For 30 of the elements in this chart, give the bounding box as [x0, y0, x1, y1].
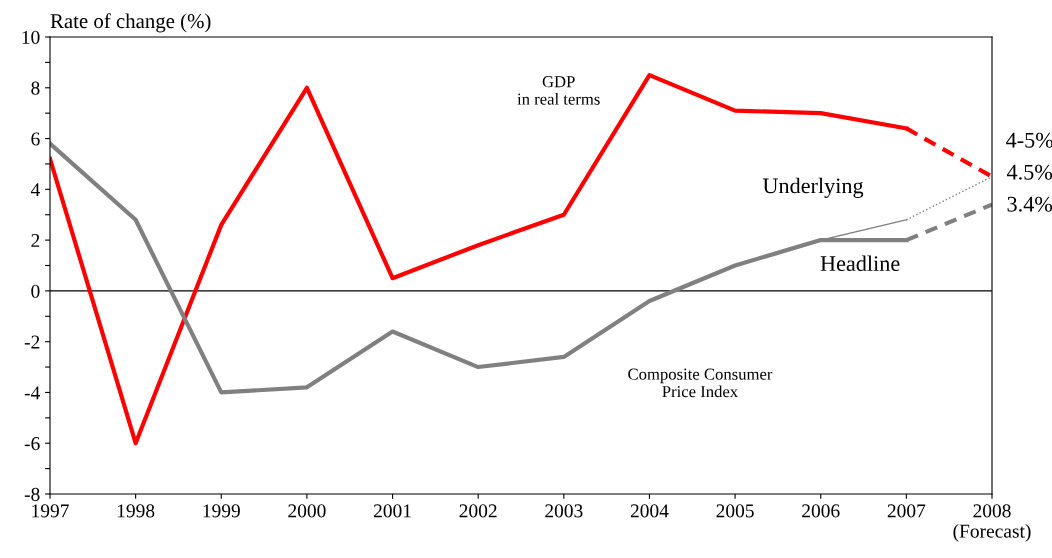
x-tick-label: 2006: [802, 504, 840, 518]
x-tick-label: 2004: [630, 504, 669, 518]
x-tick-label: 1998: [117, 504, 155, 518]
x-tick-label: 1997: [32, 504, 69, 518]
y-tick-label: -4: [24, 386, 40, 400]
y-tick-label: 8: [31, 81, 40, 95]
y-tick-label: 0: [31, 284, 40, 298]
annotation: Composite Consumer Price Index: [628, 368, 773, 398]
x-tick-label: 2003: [545, 504, 583, 518]
annotation: Underlying: [762, 177, 864, 198]
y-tick-label: 2: [31, 233, 40, 247]
x-tick-label: 2007: [887, 504, 926, 518]
x-tick-label: 1999: [203, 504, 240, 518]
y-tick-label: 4: [30, 183, 40, 197]
y-tick-label: -8: [24, 487, 40, 501]
x-tick-label: 2008 (Forecast): [953, 504, 1031, 542]
y-axis-title: Rate of change (%): [50, 13, 211, 33]
y-tick-label: -6: [24, 437, 40, 451]
y-tick-label: 10: [22, 30, 40, 44]
x-tick-label: 2000: [288, 504, 326, 518]
y-tick-label: 6: [31, 132, 40, 146]
x-tick-label: 2001: [373, 504, 411, 518]
annotation: Headline: [820, 255, 900, 272]
text: 3.4%: [1007, 196, 1052, 212]
x-tick-label: 2002: [459, 504, 497, 518]
text: 4.5%: [1006, 164, 1052, 180]
annotation: GDP in real terms: [517, 76, 600, 105]
x-tick-label: 2005: [716, 504, 754, 518]
y-tick-label: -2: [24, 335, 40, 349]
text: 4-5%: [1006, 132, 1052, 148]
